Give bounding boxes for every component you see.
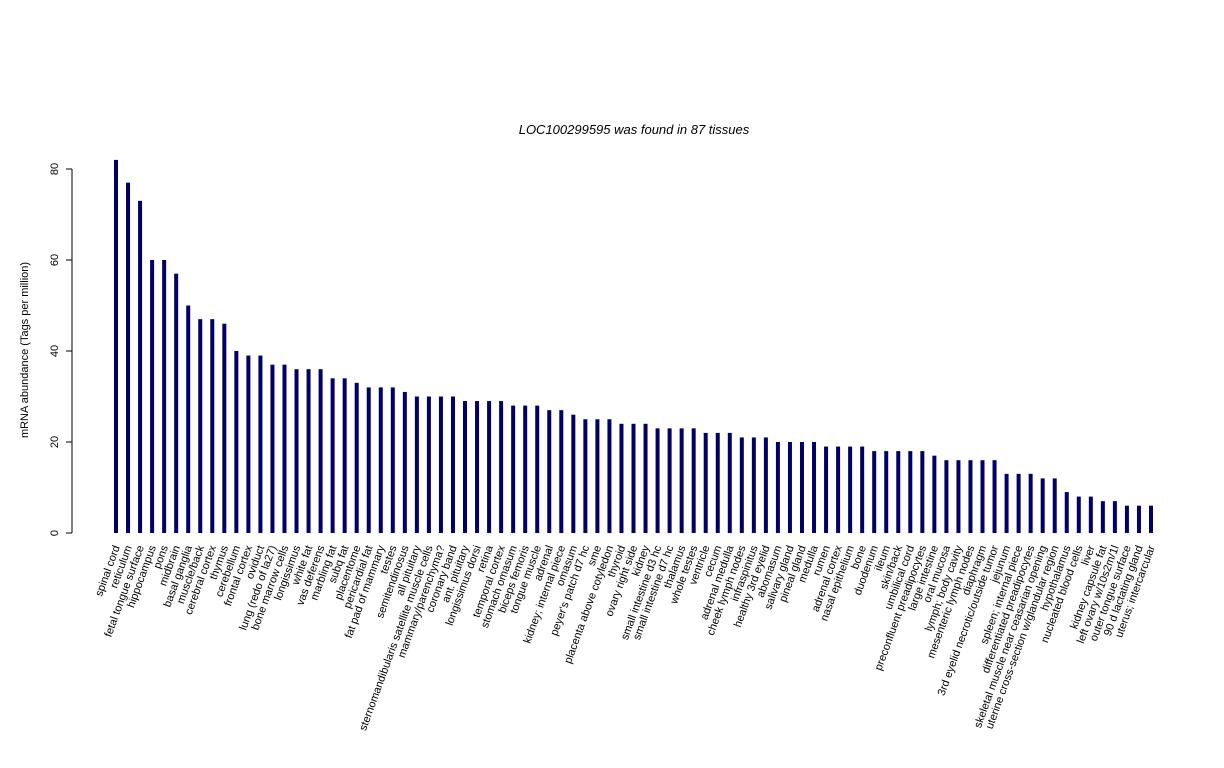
bar	[908, 451, 913, 533]
bar	[426, 396, 431, 533]
bar	[799, 442, 804, 533]
bar	[872, 451, 877, 533]
bar	[294, 369, 299, 533]
bar	[150, 260, 155, 533]
bar	[703, 432, 708, 533]
bar	[763, 437, 768, 533]
bar	[751, 437, 756, 533]
bar	[475, 401, 480, 533]
bar	[547, 410, 552, 533]
bar	[234, 351, 239, 533]
bar	[535, 405, 540, 533]
bar	[366, 387, 371, 533]
bar	[583, 419, 588, 533]
y-tick-label: 0	[49, 530, 61, 536]
bar	[1112, 501, 1117, 533]
bar	[944, 460, 949, 533]
bar	[270, 364, 275, 533]
bar	[884, 451, 889, 533]
bar	[342, 378, 347, 533]
bar	[848, 446, 853, 533]
bar	[499, 401, 504, 533]
bar	[860, 446, 865, 533]
bar	[354, 382, 359, 533]
bar	[438, 396, 443, 533]
bar	[1040, 478, 1045, 533]
bar	[487, 401, 492, 533]
bar	[607, 419, 612, 533]
bar	[1076, 496, 1081, 533]
bar	[414, 396, 419, 533]
bar	[896, 451, 901, 533]
bar	[691, 428, 696, 533]
bar	[812, 442, 817, 533]
bar	[523, 405, 528, 533]
bar	[643, 423, 648, 533]
bar	[390, 387, 395, 533]
bar	[258, 355, 263, 533]
bar	[956, 460, 961, 533]
bar	[126, 182, 131, 533]
bar	[222, 323, 227, 533]
bar	[595, 419, 600, 533]
bar	[378, 387, 383, 533]
y-tick-label: 40	[49, 345, 61, 357]
bar	[824, 446, 829, 533]
bar	[1149, 505, 1153, 533]
y-tick-label: 20	[49, 436, 61, 448]
bar	[210, 319, 215, 533]
bar	[727, 432, 732, 533]
bar	[511, 405, 516, 533]
y-tick-label: 60	[49, 254, 61, 266]
bar	[114, 159, 118, 533]
bar	[306, 369, 311, 533]
bar	[920, 451, 925, 533]
bar	[787, 442, 792, 533]
bar	[992, 460, 997, 533]
bar	[1100, 501, 1105, 533]
bar	[1088, 496, 1093, 533]
bar	[667, 428, 672, 533]
bar	[246, 355, 251, 533]
bar	[1052, 478, 1057, 533]
bar	[330, 378, 335, 533]
bar	[679, 428, 684, 533]
bar	[655, 428, 660, 533]
bar	[968, 460, 973, 533]
bar	[402, 391, 407, 533]
bar	[282, 364, 287, 533]
bar	[980, 460, 985, 533]
y-tick-label: 80	[49, 163, 61, 175]
bar	[198, 319, 203, 533]
bar	[1016, 473, 1021, 533]
bar	[932, 455, 937, 533]
bar	[836, 446, 841, 533]
bar	[174, 273, 179, 533]
bar	[571, 414, 576, 533]
bar	[186, 305, 191, 533]
bar	[631, 423, 636, 533]
y-axis-label: mRNA abundance (Tags per million)	[19, 262, 31, 438]
bar	[463, 401, 468, 533]
bar	[739, 437, 744, 533]
bar	[1064, 492, 1069, 533]
chart-title: LOC100299595 was found in 87 tissues	[519, 122, 750, 137]
bar	[559, 410, 564, 533]
bar	[162, 260, 167, 533]
bar	[1124, 505, 1129, 533]
bar	[1136, 505, 1141, 533]
bar	[1004, 473, 1009, 533]
bar	[619, 423, 624, 533]
bar	[318, 369, 323, 533]
bar	[775, 442, 780, 533]
bar	[138, 200, 143, 533]
bar	[715, 432, 720, 533]
bar	[450, 396, 455, 533]
bar	[1028, 473, 1033, 533]
